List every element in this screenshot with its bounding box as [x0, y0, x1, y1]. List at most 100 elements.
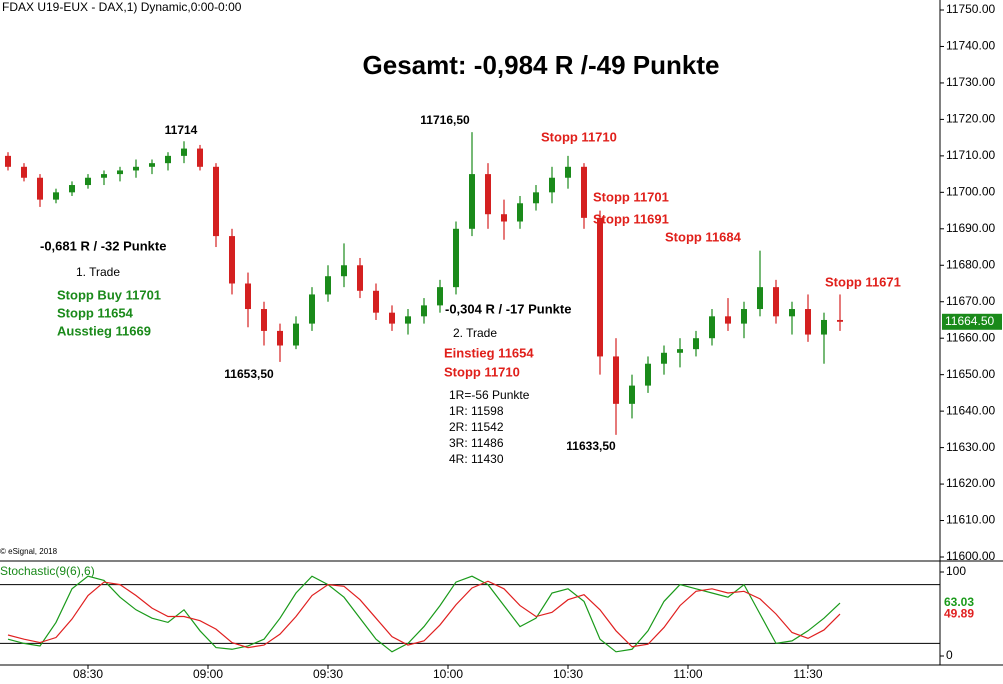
candle-body — [789, 309, 795, 317]
candle-body — [645, 363, 651, 386]
last-price-label: 11664.50 — [945, 314, 994, 328]
candle-body — [725, 316, 731, 324]
candle-body — [533, 192, 539, 204]
candle-body — [837, 319, 843, 322]
y-tick-label: 11680.00 — [946, 257, 995, 271]
value-label: 49.89 — [944, 606, 974, 620]
candle-body — [37, 177, 43, 200]
annotation: Stopp 11671 — [825, 274, 901, 289]
candle-body — [581, 166, 587, 218]
y-tick-label: 11650.00 — [946, 367, 995, 381]
candle-body — [309, 294, 315, 324]
annotation: 2. Trade — [453, 326, 497, 340]
y-tick-label: 11670.00 — [946, 294, 995, 308]
y-tick-label: 11700.00 — [946, 185, 995, 199]
x-tick-label: 11:00 — [673, 667, 702, 681]
candle-body — [421, 305, 427, 317]
y-tick-label: 11600.00 — [946, 549, 995, 563]
candle-body — [709, 316, 715, 339]
x-tick-label: 08:30 — [73, 667, 103, 681]
candle-body — [613, 356, 619, 404]
candle-body — [341, 265, 347, 277]
annotation: Ausstieg 11669 — [57, 323, 151, 338]
annotation: 2R: 11542 — [449, 420, 504, 434]
y-tick-label: 0 — [946, 648, 953, 662]
candle-body — [517, 203, 523, 222]
annotation: Stopp Buy 11701 — [57, 287, 161, 302]
candle-body — [501, 214, 507, 222]
annotation: 11653,50 — [224, 367, 274, 381]
candle-body — [597, 217, 603, 357]
annotation: 11716,50 — [420, 113, 470, 127]
y-tick-label: 11720.00 — [946, 112, 995, 126]
y-tick-label: 11690.00 — [946, 221, 995, 235]
candle-body — [741, 309, 747, 324]
y-tick-label: 11630.00 — [946, 440, 995, 454]
y-tick-label: 11610.00 — [946, 513, 995, 527]
annotation: Einstieg 11654 — [444, 345, 534, 360]
candle-body — [213, 166, 219, 237]
annotation: Stopp 11691 — [593, 211, 669, 226]
annotation: 1R=-56 Punkte — [449, 388, 530, 402]
value-label: 63.03 — [944, 595, 974, 609]
y-tick-label: 11740.00 — [946, 39, 995, 53]
annotation: 1. Trade — [76, 265, 120, 279]
candle-body — [149, 163, 155, 167]
candle-body — [469, 174, 475, 229]
annotation: 3R: 11486 — [449, 436, 504, 450]
candle-body — [357, 265, 363, 291]
candle-body — [165, 155, 171, 164]
y-tick-label: 11660.00 — [946, 330, 995, 344]
candle-body — [245, 283, 251, 310]
y-tick-label: 11730.00 — [946, 75, 995, 89]
candle-body — [293, 323, 299, 346]
candle-body — [677, 349, 683, 353]
x-tick-label: 11:30 — [793, 667, 822, 681]
last-price-box — [942, 313, 1002, 330]
annotation: 11714 — [165, 123, 198, 137]
annotation: Gesamt: -0,984 R /-49 Punkte — [363, 50, 720, 80]
candle-body — [805, 309, 811, 335]
candle-body — [117, 170, 123, 175]
candle-body — [373, 290, 379, 313]
candle-body — [21, 166, 27, 178]
annotation: Stopp 11654 — [57, 305, 134, 320]
candle-body — [757, 287, 763, 310]
y-tick-label: 11710.00 — [946, 148, 995, 162]
candle-body — [773, 287, 779, 317]
candle-body — [693, 338, 699, 350]
x-tick-label: 09:00 — [193, 667, 223, 681]
annotation: Stopp 11710 — [541, 129, 617, 144]
value-box — [942, 596, 980, 611]
annotation: 11633,50 — [566, 439, 616, 453]
candle-body — [549, 177, 555, 193]
candle-body — [229, 236, 235, 284]
candle-body — [405, 316, 411, 324]
annotation: Stopp 11701 — [593, 189, 669, 204]
annotation: Stopp 11684 — [665, 229, 742, 244]
candle-body — [453, 228, 459, 288]
candle-body — [325, 276, 331, 295]
candle-body — [277, 330, 283, 346]
x-tick-label: 10:00 — [433, 667, 463, 681]
chart-header: FDAX U19-EUX - DAX,1) Dynamic,0:00-0:00 — [2, 0, 242, 14]
value-box — [942, 607, 980, 622]
candle-body — [485, 174, 491, 215]
candle-body — [389, 312, 395, 324]
candle-body — [133, 166, 139, 171]
candle-body — [101, 174, 107, 178]
y-tick-label: 11750.00 — [946, 2, 995, 16]
x-tick-label: 10:30 — [553, 667, 583, 681]
candle-body — [181, 148, 187, 156]
candle-body — [85, 177, 91, 186]
candle-body — [661, 352, 667, 364]
y-tick-label: 100 — [946, 564, 966, 578]
candle-body — [197, 148, 203, 167]
stochastic-line — [7, 580, 841, 649]
candle-body — [565, 166, 571, 178]
annotation: -0,681 R / -32 Punkte — [40, 238, 166, 253]
annotation: -0,304 R / -17 Punkte — [445, 301, 571, 316]
credit: © eSignal, 2018 — [0, 547, 58, 556]
